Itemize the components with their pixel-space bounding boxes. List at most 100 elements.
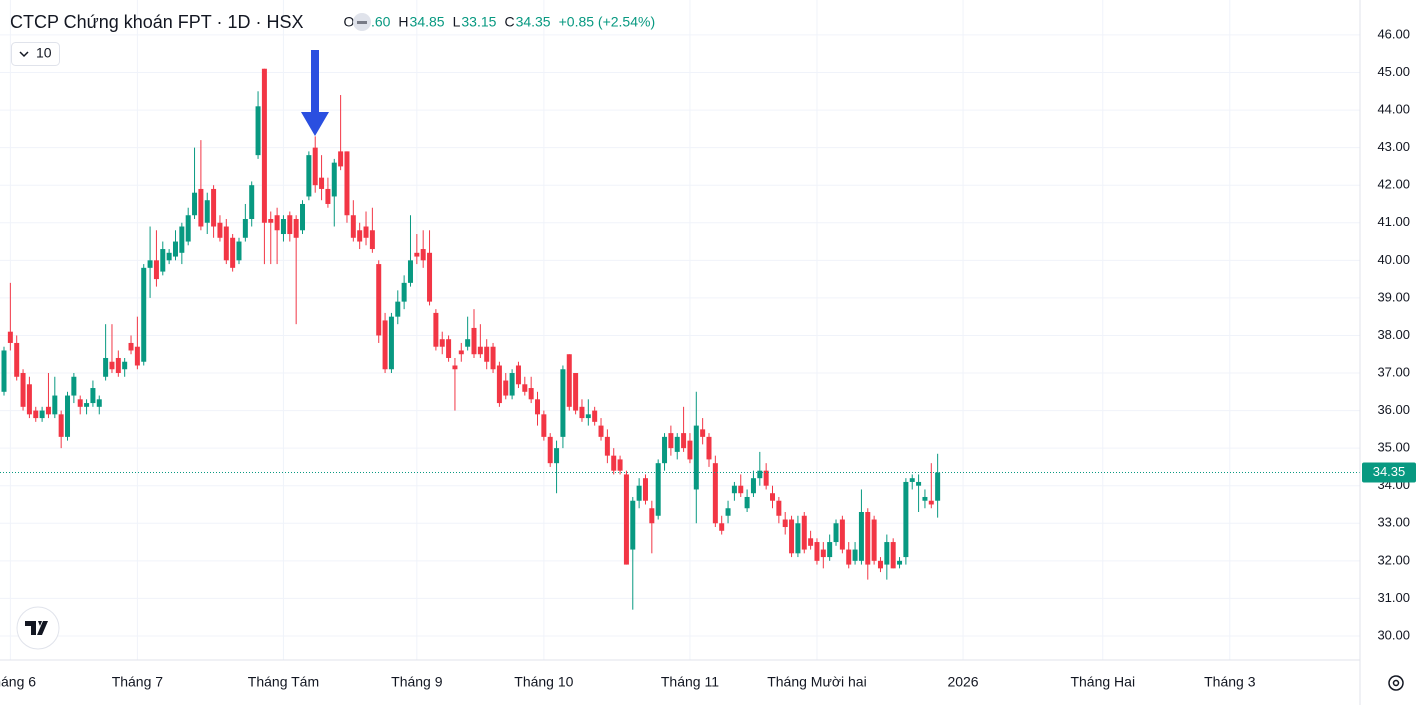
candle-body xyxy=(236,241,242,261)
candle-body xyxy=(662,436,668,464)
y-tick-label: 41.00 xyxy=(1377,214,1410,229)
candle-body xyxy=(147,260,153,268)
last-price-label: 34.35 xyxy=(1373,464,1406,479)
settings-ring xyxy=(1388,675,1404,691)
candle-body xyxy=(287,215,293,235)
candle-body xyxy=(909,478,915,482)
candle-body xyxy=(433,312,439,347)
candle-body xyxy=(477,346,483,355)
candle-body xyxy=(230,237,236,268)
candle-body xyxy=(344,151,350,216)
x-tick-label: 2026 xyxy=(947,674,978,690)
y-tick-label: 36.00 xyxy=(1377,402,1410,417)
candle-body xyxy=(535,399,541,415)
candle-body xyxy=(1,350,7,392)
candle-body xyxy=(77,399,83,407)
candle-body xyxy=(712,463,718,524)
candle-body xyxy=(458,350,464,355)
candle-body xyxy=(801,515,807,550)
candle-body xyxy=(916,481,922,486)
candle-body xyxy=(554,448,560,464)
candle-body xyxy=(782,519,788,528)
candle-body xyxy=(636,485,642,501)
candle-body xyxy=(357,230,363,242)
candle-body xyxy=(846,549,852,565)
candle-body xyxy=(585,414,591,419)
candle-body xyxy=(852,549,858,561)
candle-body xyxy=(877,560,883,569)
candle-body xyxy=(71,376,77,396)
candle-body xyxy=(446,339,452,358)
candle-body xyxy=(820,549,826,558)
candle-body xyxy=(84,403,90,407)
candle-body xyxy=(674,436,680,452)
indicator-toggle[interactable] xyxy=(11,42,60,66)
y-tick-label: 33.00 xyxy=(1377,515,1410,530)
candle-body xyxy=(414,252,420,257)
ohlc-key: O xyxy=(343,14,354,30)
candle-body xyxy=(770,493,776,501)
candle-body xyxy=(160,249,166,272)
change: +0.85 (+2.54%) xyxy=(559,14,656,30)
y-tick-label: 42.00 xyxy=(1377,177,1410,192)
x-tick-label: Tháng Mười hai xyxy=(767,674,866,690)
candle-body xyxy=(198,188,204,227)
candle-body xyxy=(439,339,445,347)
candle-body xyxy=(293,218,299,238)
ohlc-key: H xyxy=(398,14,408,30)
candle-body xyxy=(668,433,674,449)
candle-body xyxy=(839,519,845,550)
candle-body xyxy=(687,440,693,460)
candle-body xyxy=(706,436,712,460)
candle-body xyxy=(153,260,159,280)
candle-body xyxy=(693,425,699,490)
candle-body xyxy=(223,226,229,261)
settings-center xyxy=(1392,679,1400,687)
candle-body xyxy=(280,218,286,235)
candle-body xyxy=(242,218,248,238)
candle-body xyxy=(700,429,706,437)
candle-body xyxy=(649,508,655,524)
candle-body xyxy=(884,542,890,565)
candle-body xyxy=(325,188,331,204)
x-tick-label: Tháng 3 xyxy=(1204,674,1256,690)
candle-body xyxy=(922,496,928,501)
candle-body xyxy=(731,485,737,494)
candle-body xyxy=(611,455,617,471)
candle-body xyxy=(39,410,45,419)
candle-body xyxy=(376,264,382,336)
candle-body xyxy=(642,478,648,501)
chart-title: CTCP Chứng khoán FPT · 1D · HSX xyxy=(10,12,303,32)
candle-body xyxy=(192,192,198,216)
candle-body xyxy=(725,508,731,516)
header: CTCP Chứng khoán FPT · 1D · HSX O 33.60 H 3… xyxy=(10,12,655,32)
candle-body xyxy=(833,523,839,543)
candle-body xyxy=(808,538,814,546)
candle-body xyxy=(128,342,134,351)
candle-body xyxy=(903,481,909,558)
y-tick-label: 32.00 xyxy=(1377,552,1410,567)
candle-body xyxy=(897,560,903,565)
candle-body xyxy=(509,373,515,396)
x-tick-label: Tháng 9 xyxy=(391,674,443,690)
candle-body xyxy=(172,241,178,257)
candle-body xyxy=(490,346,496,370)
candle-body xyxy=(45,406,51,415)
y-tick-label: 30.00 xyxy=(1377,627,1410,642)
candle-body xyxy=(319,177,325,189)
settings-icon[interactable] xyxy=(1388,675,1404,691)
candle-body xyxy=(33,410,39,419)
candle-body xyxy=(96,399,102,407)
candle-body xyxy=(465,339,471,347)
candle-body xyxy=(122,361,128,370)
candle-body xyxy=(789,519,795,554)
y-tick-label: 35.00 xyxy=(1377,440,1410,455)
indicator-count: 10 xyxy=(36,45,52,61)
candle-body xyxy=(338,151,344,167)
tv-logo[interactable] xyxy=(16,606,60,650)
ohlc-key: L xyxy=(453,14,461,30)
x-tick-label: Tháng 10 xyxy=(514,674,573,690)
candle-body xyxy=(827,542,833,558)
candle-body xyxy=(363,226,369,238)
candle-body xyxy=(58,414,64,437)
